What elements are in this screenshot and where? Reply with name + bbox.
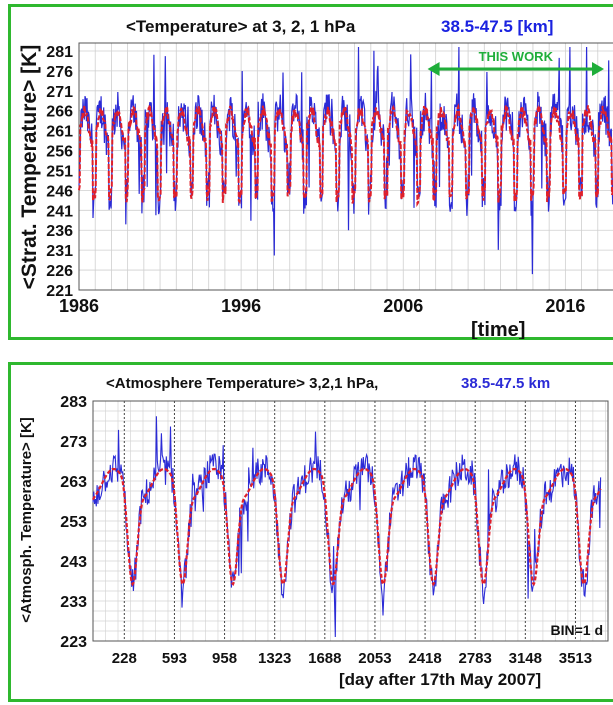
arrow-head-left <box>427 62 440 76</box>
y-tick-label: 241 <box>46 203 73 220</box>
y-tick-label: 223 <box>60 634 87 651</box>
chart-title-range: 38.5-47.5 [km] <box>441 17 553 36</box>
plot-area <box>92 400 609 642</box>
y-tick-label: 226 <box>46 263 73 280</box>
x-tick-label: 1996 <box>221 296 261 316</box>
x-tick-label: 2783 <box>459 650 492 667</box>
y-tick-label: 261 <box>46 124 73 141</box>
series-raw-line <box>78 46 613 275</box>
top-chart-frame: 221 226 231 236 241 246 251 256 261 266 271 276 281 1… <box>8 4 613 340</box>
x-tick-label: 593 <box>162 650 187 667</box>
y-tick-label: 253 <box>60 514 87 531</box>
x-tick-label: 2053 <box>358 650 391 667</box>
x-tick-label: 2418 <box>408 650 441 667</box>
bottom-chart-frame: 223 233 243 253 263 273 283 228 593 958 1323 1688 20… <box>8 362 613 702</box>
y-axis-label: <Atmosph. Temperature> [K] <box>18 417 35 623</box>
x-tick-label: 1688 <box>308 650 341 667</box>
series-smooth-line <box>92 467 602 587</box>
y-tick-label: 246 <box>46 183 73 200</box>
y-tick-label: 263 <box>60 474 87 491</box>
x-tick-label: 958 <box>212 650 237 667</box>
y-tick-label: 256 <box>46 144 73 161</box>
x-tick-label: 1323 <box>258 650 291 667</box>
y-tick-label: 221 <box>46 283 73 300</box>
x-axis-label: [time] <box>471 319 525 339</box>
x-tick-label: 228 <box>112 650 137 667</box>
top-chart: 221 226 231 236 241 246 251 256 261 266 271 276 281 1… <box>18 17 613 339</box>
series-raw-line <box>92 416 602 638</box>
x-tick-label: 2016 <box>545 296 585 316</box>
bin-annotation: BIN=1 d <box>550 622 603 638</box>
this-work-label: THIS WORK <box>479 49 554 64</box>
y-tick-label: 251 <box>46 163 73 180</box>
x-tick-label: 3513 <box>559 650 592 667</box>
y-axis-label: <Strat. Temperature> [K] <box>18 45 41 290</box>
y-tick-label: 266 <box>46 104 73 121</box>
x-axis-label: [day after 17th May 2007] <box>339 670 541 689</box>
y-tick-label: 281 <box>46 44 73 61</box>
chart-title-range: 38.5-47.5 km <box>461 375 550 392</box>
chart-title: <Temperature> at 3, 2, 1 hPa <box>126 17 356 36</box>
arrow-head-right <box>592 62 604 76</box>
x-tick-label: 2006 <box>383 296 423 316</box>
x-tick-label: 1986 <box>59 296 99 316</box>
series-smooth-line <box>78 102 613 208</box>
bottom-chart: 223 233 243 253 263 273 283 228 593 958 1323 1688 20… <box>18 375 609 689</box>
y-tick-label: 276 <box>46 64 73 81</box>
y-tick-label: 236 <box>46 223 73 240</box>
y-tick-label: 271 <box>46 84 73 101</box>
y-tick-label: 233 <box>60 594 87 611</box>
y-tick-label: 283 <box>60 394 87 411</box>
y-tick-label: 231 <box>46 243 73 260</box>
x-tick-label: 3148 <box>509 650 542 667</box>
y-tick-label: 273 <box>60 434 87 451</box>
y-tick-label: 243 <box>60 554 87 571</box>
chart-title: <Atmosphere Temperature> 3,2,1 hPa, <box>106 375 378 392</box>
